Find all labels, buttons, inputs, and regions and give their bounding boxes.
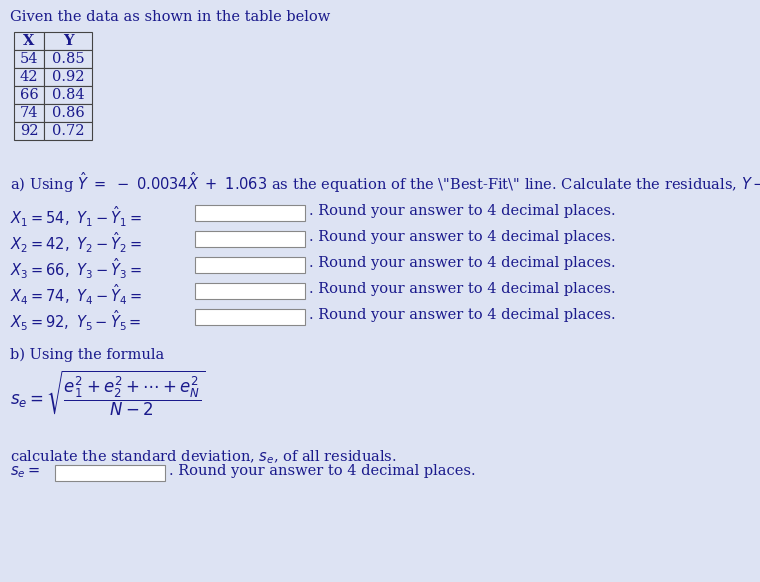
Text: . Round your answer to 4 decimal places.: . Round your answer to 4 decimal places. xyxy=(169,464,476,478)
Bar xyxy=(195,283,305,299)
Text: 0.92: 0.92 xyxy=(52,70,84,84)
Text: $s_e = $: $s_e = $ xyxy=(10,464,40,480)
Bar xyxy=(195,309,305,325)
Text: $X_5 = 92,\ Y_5 - \hat{Y}_5 =$: $X_5 = 92,\ Y_5 - \hat{Y}_5 =$ xyxy=(10,308,141,332)
Text: $X_3 = 66,\ Y_3 - \hat{Y}_3 =$: $X_3 = 66,\ Y_3 - \hat{Y}_3 =$ xyxy=(10,256,142,281)
Text: 92: 92 xyxy=(20,124,38,138)
Bar xyxy=(44,68,92,86)
Text: 0.84: 0.84 xyxy=(52,88,84,102)
Bar xyxy=(44,50,92,68)
Bar xyxy=(14,122,44,140)
Text: a) Using $\hat{Y}\ =\ -\ 0.0034\hat{X}\ +\ 1.063$ as the equation of the \"Best-: a) Using $\hat{Y}\ =\ -\ 0.0034\hat{X}\ … xyxy=(10,170,760,195)
Bar xyxy=(14,50,44,68)
Bar xyxy=(44,122,92,140)
Bar xyxy=(44,32,92,50)
Text: . Round your answer to 4 decimal places.: . Round your answer to 4 decimal places. xyxy=(309,256,616,270)
Bar xyxy=(44,104,92,122)
Text: 66: 66 xyxy=(20,88,38,102)
Text: 0.85: 0.85 xyxy=(52,52,84,66)
Text: 74: 74 xyxy=(20,106,38,120)
Text: Given the data as shown in the table below: Given the data as shown in the table bel… xyxy=(10,10,331,24)
Bar xyxy=(195,231,305,247)
Bar xyxy=(14,86,44,104)
Bar xyxy=(14,68,44,86)
Bar xyxy=(14,32,44,50)
Bar xyxy=(44,86,92,104)
Text: . Round your answer to 4 decimal places.: . Round your answer to 4 decimal places. xyxy=(309,308,616,322)
Text: 0.86: 0.86 xyxy=(52,106,84,120)
Text: 0.72: 0.72 xyxy=(52,124,84,138)
Text: $X_2 = 42,\ Y_2 - \hat{Y}_2 =$: $X_2 = 42,\ Y_2 - \hat{Y}_2 =$ xyxy=(10,230,142,254)
Bar xyxy=(55,465,165,481)
Text: b) Using the formula: b) Using the formula xyxy=(10,348,164,363)
Text: 54: 54 xyxy=(20,52,38,66)
Text: $s_e = \sqrt{\dfrac{e_1^2 + e_2^2 + \cdots + e_N^2}{N-2}}$: $s_e = \sqrt{\dfrac{e_1^2 + e_2^2 + \cdo… xyxy=(10,368,205,418)
Text: 42: 42 xyxy=(20,70,38,84)
Text: calculate the standard deviation, $s_e$, of all residuals.: calculate the standard deviation, $s_e$,… xyxy=(10,448,397,466)
Text: $X_4 = 74,\ Y_4 - \hat{Y}_4 =$: $X_4 = 74,\ Y_4 - \hat{Y}_4 =$ xyxy=(10,282,142,307)
Bar xyxy=(195,205,305,221)
Text: Y: Y xyxy=(63,34,73,48)
Bar xyxy=(195,257,305,273)
Text: X: X xyxy=(24,34,35,48)
Text: . Round your answer to 4 decimal places.: . Round your answer to 4 decimal places. xyxy=(309,230,616,244)
Text: . Round your answer to 4 decimal places.: . Round your answer to 4 decimal places. xyxy=(309,204,616,218)
Text: $X_1 = 54,\ Y_1 - \hat{Y}_1 =$: $X_1 = 54,\ Y_1 - \hat{Y}_1 =$ xyxy=(10,204,142,229)
Text: . Round your answer to 4 decimal places.: . Round your answer to 4 decimal places. xyxy=(309,282,616,296)
Bar xyxy=(14,104,44,122)
